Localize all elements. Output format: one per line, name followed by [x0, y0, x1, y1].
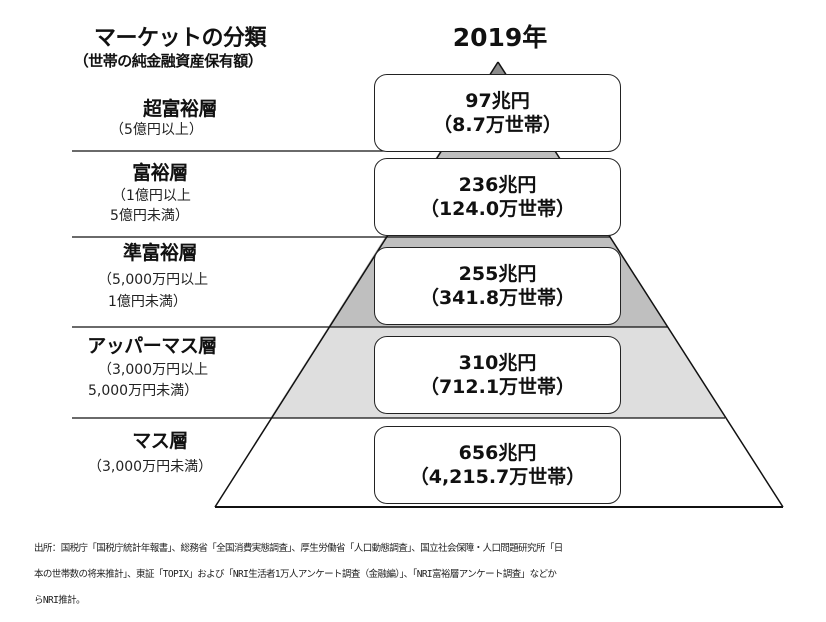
- classification-subtitle: （世帯の純金融資産保有額）: [73, 52, 263, 70]
- households-ultra-wealthy: （8.7万世帯）: [433, 114, 562, 136]
- tier-range-wealthy-1: （1億円以上: [112, 188, 191, 204]
- amount-semi-wealthy: 255兆円: [458, 263, 537, 285]
- value-box-semi-wealthy: 255兆円 （341.8万世帯）: [374, 247, 621, 325]
- value-box-ultra-wealthy: 97兆円 （8.7万世帯）: [374, 74, 621, 152]
- tier-name-wealthy: 富裕層: [132, 162, 188, 184]
- tier-range-semi-wealthy-2: 1億円未満）: [108, 294, 187, 310]
- households-upper-mass: （712.1万世帯）: [419, 376, 576, 398]
- value-box-wealthy: 236兆円 （124.0万世帯）: [374, 158, 621, 236]
- tier-range-ultra-wealthy: （5億円以上）: [110, 122, 203, 138]
- tier-name-ultra-wealthy: 超富裕層: [142, 98, 218, 120]
- tier-range-upper-mass-1: （3,000万円以上: [98, 362, 209, 378]
- source-line-1: 出所：国税庁「国税庁統計年報書」、総務省「全国消費実態調査」、厚生労働省「人口動…: [34, 543, 563, 554]
- amount-wealthy: 236兆円: [458, 174, 537, 196]
- tier-name-upper-mass: アッパーマス層: [87, 335, 217, 357]
- value-box-mass: 656兆円 （4,215.7万世帯）: [374, 426, 621, 504]
- households-semi-wealthy: （341.8万世帯）: [419, 287, 576, 309]
- tier-range-upper-mass-2: 5,000万円未満）: [88, 383, 199, 399]
- classification-title: マーケットの分類: [93, 26, 267, 51]
- tier-name-mass: マス層: [132, 430, 188, 452]
- households-wealthy: （124.0万世帯）: [419, 198, 576, 220]
- amount-upper-mass: 310兆円: [458, 352, 537, 374]
- source-note: 出所：国税庁「国税庁統計年報書」、総務省「全国消費実態調査」、厚生労働省「人口動…: [34, 536, 794, 614]
- tier-range-wealthy-2: 5億円未満）: [110, 208, 189, 224]
- source-line-3: らNRI推計。: [34, 595, 86, 606]
- tier-range-mass: （3,000万円未満）: [88, 459, 213, 475]
- amount-ultra-wealthy: 97兆円: [465, 90, 530, 112]
- year-label: 2019年: [452, 23, 548, 52]
- value-box-upper-mass: 310兆円 （712.1万世帯）: [374, 336, 621, 414]
- households-mass: （4,215.7万世帯）: [409, 466, 586, 488]
- source-line-2: 本の世帯数の将来推計」、東証「TOPIX」および「NRI生活者1万人アンケート調…: [34, 569, 557, 580]
- tier-name-semi-wealthy: 準富裕層: [122, 242, 198, 264]
- tier-range-semi-wealthy-1: （5,000万円以上: [98, 272, 209, 288]
- amount-mass: 656兆円: [458, 442, 537, 464]
